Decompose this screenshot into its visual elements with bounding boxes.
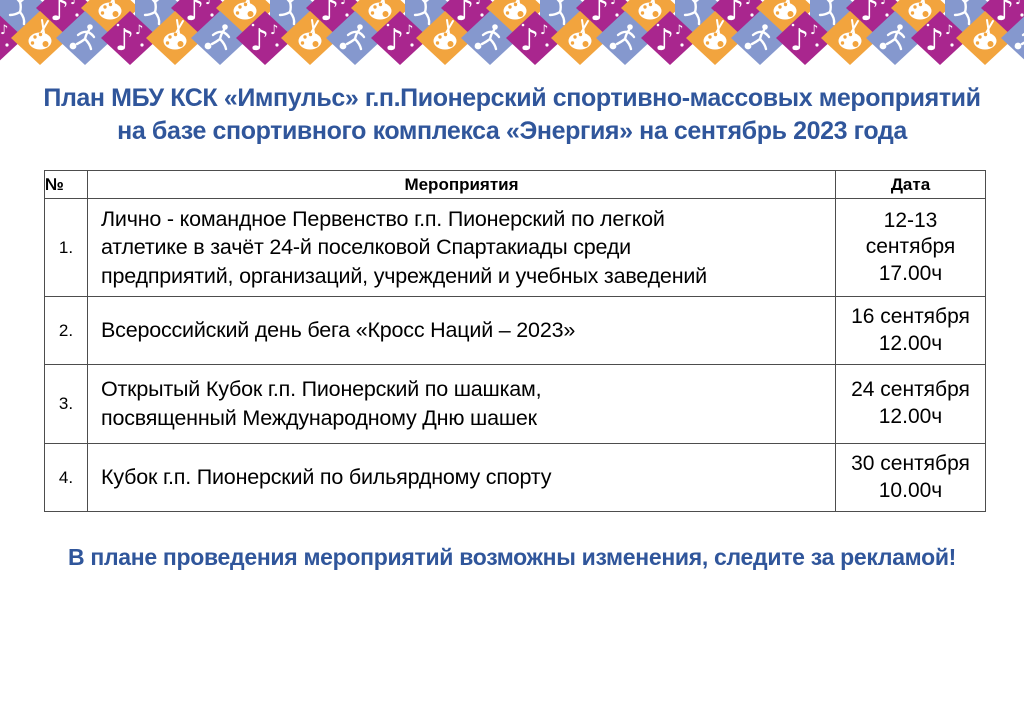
date-cell: 30 сентября 10.00ч (835, 443, 986, 512)
event-line: Открытый Кубок г.п. Пионерский по шашкам… (101, 377, 542, 402)
date-line: 30 сентября (851, 451, 970, 475)
event-cell: Кубок г.п. Пионерский по бильярдному спо… (87, 443, 836, 512)
header-row: № Мероприятия Дата (44, 170, 986, 199)
event-line: Всероссийский день бега «Кросс Наций – 2… (101, 318, 576, 343)
date-cell: 16 сентября 12.00ч (835, 296, 986, 365)
event-cell: Открытый Кубок г.п. Пионерский по шашкам… (87, 364, 836, 444)
table-row: 3. Открытый Кубок г.п. Пионерский по шаш… (44, 364, 986, 444)
row-number: 3. (44, 364, 88, 444)
row-number: 1. (44, 198, 88, 297)
col-header-number: № (44, 170, 88, 199)
table-row: 1. Лично - командное Первенство г.п. Пио… (44, 198, 986, 297)
date-line: 16 сентября (851, 304, 970, 328)
table-body: 1. Лично - командное Первенство г.п. Пио… (44, 198, 986, 512)
table-row: 2. Всероссийский день бега «Кросс Наций … (44, 296, 986, 365)
date-cell: 12-13 сентября 17.00ч (835, 198, 986, 297)
event-line: атлетике в зачёт 24-й поселковой Спартак… (101, 235, 631, 260)
title-line-1: План МБУ КСК «Импульс» г.п.Пионерский сп… (43, 84, 981, 112)
date-line: 24 сентября (851, 378, 970, 402)
table-row: 4. Кубок г.п. Пионерский по бильярдному … (44, 443, 986, 512)
col-header-date: Дата (835, 170, 986, 199)
date-line: 12.00ч (878, 331, 943, 355)
row-number: 4. (44, 443, 88, 512)
date-line: сентября (865, 235, 956, 259)
event-cell: Всероссийский день бега «Кросс Наций – 2… (87, 296, 836, 365)
date-line: 12-13 (883, 208, 938, 232)
event-cell: Лично - командное Первенство г.п. Пионер… (87, 198, 836, 297)
date-line: 12.00ч (878, 405, 943, 428)
date-line: 10.00ч (878, 478, 943, 502)
event-line: Лично - командное Первенство г.п. Пионер… (101, 206, 665, 231)
title-line-2: на базе спортивного комплекса «Энергия» … (117, 117, 907, 145)
event-line: посвященный Международному Дню шашек (101, 406, 537, 430)
footer-note: В плане проведения мероприятий возможны … (67, 544, 957, 570)
event-line: Кубок г.п. Пионерский по бильярдному спо… (101, 465, 552, 490)
decorative-border: ♪ ♪ (0, 0, 1024, 66)
col-header-events: Мероприятия (87, 170, 836, 199)
poster-title: План МБУ КСК «Импульс» г.п.Пионерский сп… (28, 82, 996, 148)
events-table: № Мероприятия Дата 1. Лично - командное … (44, 170, 986, 512)
event-line: предприятий, организаций, учреждений и у… (101, 263, 707, 288)
date-line: 17.00ч (878, 261, 943, 285)
date-cell: 24 сентября 12.00ч (835, 364, 986, 444)
row-number: 2. (44, 296, 88, 365)
table-header: № Мероприятия Дата (44, 170, 986, 199)
diamond-garland: ♪ ♪ (0, 0, 1024, 66)
